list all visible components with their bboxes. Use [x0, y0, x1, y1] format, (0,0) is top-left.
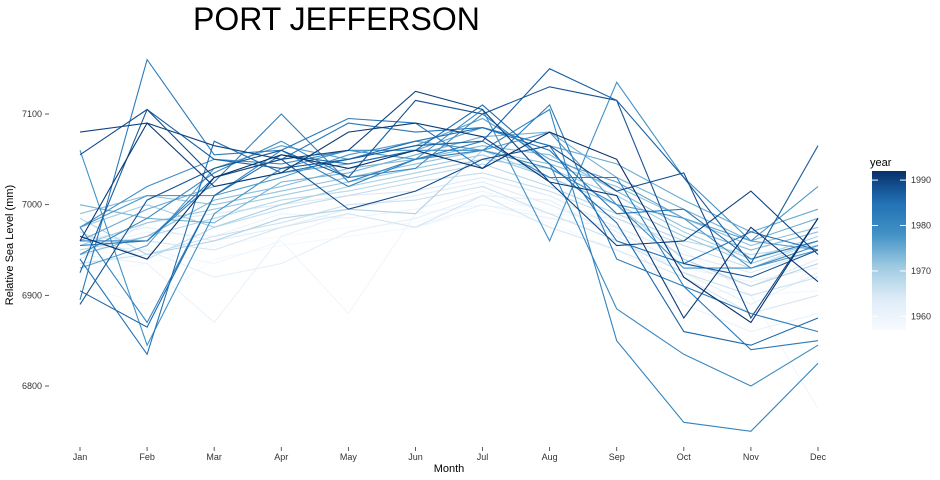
year-legend: year 1960 1970 1980 1990: [870, 157, 931, 330]
legend-tick-label: 1960: [911, 311, 931, 321]
chart-title: PORT JEFFERSON: [193, 1, 480, 37]
x-tick-label: Jun: [408, 452, 423, 462]
legend-tick-label: 1990: [911, 175, 931, 185]
x-tick-label: Nov: [743, 452, 760, 462]
series-line-1992: [79, 131, 819, 324]
series-line-1983: [79, 58, 819, 351]
series-line-1989: [79, 108, 819, 320]
x-tick-label: Jan: [73, 452, 88, 462]
x-tick-label: Dec: [810, 452, 827, 462]
x-tick-label: Feb: [139, 452, 155, 462]
series-line-1964: [79, 176, 819, 274]
legend-colorbar: [872, 171, 906, 330]
legend-tick-label: 1980: [911, 221, 931, 231]
y-tick-label: 6800: [22, 381, 42, 391]
series-line-1962: [79, 195, 819, 306]
x-tick-label: May: [340, 452, 358, 462]
series-line-1969: [79, 149, 819, 287]
series-line-1965: [79, 194, 819, 315]
series-line-1967: [79, 172, 819, 269]
series-line-1976: [79, 117, 819, 269]
series-line-1971: [79, 154, 819, 265]
y-tick-label: 6900: [22, 290, 42, 300]
legend-ticks: 1960 1970 1980 1990: [872, 175, 931, 321]
series-line-1991: [79, 122, 819, 320]
series-line-1966: [79, 185, 819, 296]
series-line-1985: [79, 127, 819, 356]
legend-title: year: [870, 157, 892, 169]
series-line-1986: [79, 104, 819, 346]
x-tick-label: Oct: [677, 452, 692, 462]
series-layer: [79, 58, 819, 432]
y-tick-label: 7000: [22, 200, 42, 210]
series-line-1961: [79, 204, 819, 333]
x-axis-title: Month: [434, 463, 465, 475]
series-line-1973: [79, 145, 819, 256]
legend-tick-label: 1970: [911, 266, 931, 276]
x-tick-label: Apr: [274, 452, 288, 462]
x-tick-label: Sep: [609, 452, 625, 462]
series-line-1980: [79, 113, 819, 387]
series-line-1988: [79, 86, 819, 305]
x-tick-label: Jul: [477, 452, 489, 462]
y-tick-label: 7100: [22, 109, 42, 119]
y-axis: 6800 6900 7000 7100: [22, 109, 49, 391]
series-line-1981: [79, 108, 819, 432]
y-axis-title: Relative Sea Level (mm): [4, 185, 16, 305]
series-line-1958: [79, 208, 819, 305]
x-tick-label: Aug: [542, 452, 558, 462]
series-line-1990: [79, 90, 819, 255]
series-line-1987: [79, 68, 819, 273]
x-axis: Jan Feb Mar Apr May Jun Jul Aug Sep Oct Nov Dec: [73, 447, 827, 462]
series-line-1972: [79, 149, 819, 247]
x-tick-label: Mar: [206, 452, 222, 462]
series-line-1963: [79, 181, 819, 287]
series-line-1968: [79, 163, 819, 256]
series-line-1970: [79, 158, 819, 260]
